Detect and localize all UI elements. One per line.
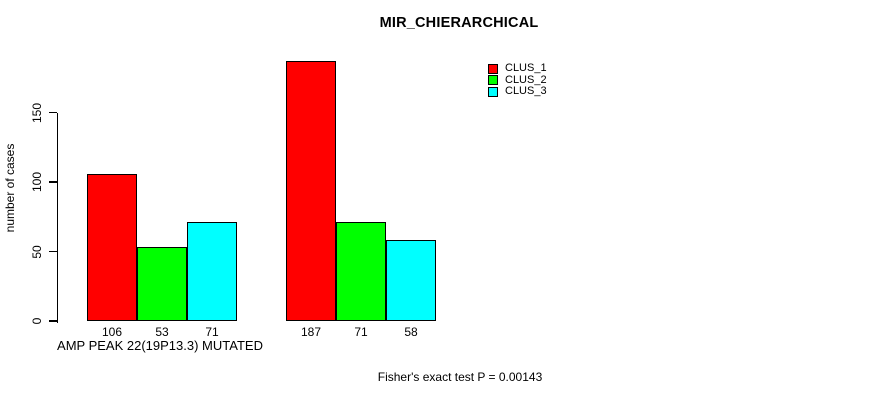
bar-clus_2-group2 — [336, 222, 386, 321]
legend-row-clus_3: CLUS_3 — [488, 85, 547, 98]
y-tick-label: 100 — [30, 171, 44, 193]
y-axis-line — [56, 112, 58, 323]
y-tick-mark — [48, 181, 57, 183]
legend: CLUS_1 CLUS_2 CLUS_3 — [488, 62, 547, 98]
legend-swatch-clus_2 — [488, 75, 498, 86]
y-tick-label: 50 — [30, 244, 44, 259]
y-tick-mark — [48, 320, 57, 322]
bar-clus_3-group1 — [187, 222, 237, 321]
bar-clus_1-group2 — [286, 61, 336, 321]
chart-title: MIR_CHIERARCHICAL — [379, 15, 539, 31]
bar-value-label: 71 — [354, 325, 368, 339]
fisher-test-note: Fisher's exact test P = 0.00143 — [377, 370, 543, 384]
y-tick-mark — [48, 111, 57, 114]
legend-label-clus_1: CLUS_1 — [505, 62, 547, 74]
legend-label-clus_2: CLUS_2 — [505, 73, 547, 86]
bar-value-label: 71 — [205, 325, 219, 339]
bar-clus_2-group1 — [137, 247, 187, 321]
y-axis-label: number of cases — [3, 143, 17, 233]
legend-row-clus_2: CLUS_2 — [488, 73, 547, 87]
bar-value-label: 58 — [404, 325, 418, 339]
y-tick-mark — [48, 250, 57, 253]
bar-value-label: 187 — [300, 325, 322, 339]
legend-swatch-clus_3 — [488, 86, 498, 97]
y-tick-label: 0 — [30, 317, 44, 325]
bar-value-label: 53 — [155, 325, 169, 339]
y-tick-label: 150 — [30, 102, 44, 123]
legend-row-clus_1: CLUS_1 — [488, 62, 547, 75]
bar-clus_1-group1 — [87, 173, 137, 321]
legend-label-clus_3: CLUS_3 — [505, 85, 547, 97]
x-axis-label: AMP PEAK 22(19P13.3) MUTATED — [57, 338, 263, 353]
legend-swatch-clus_1 — [488, 63, 498, 74]
bar-value-label: 106 — [101, 325, 123, 339]
bar-clus_3-group2 — [386, 240, 436, 321]
